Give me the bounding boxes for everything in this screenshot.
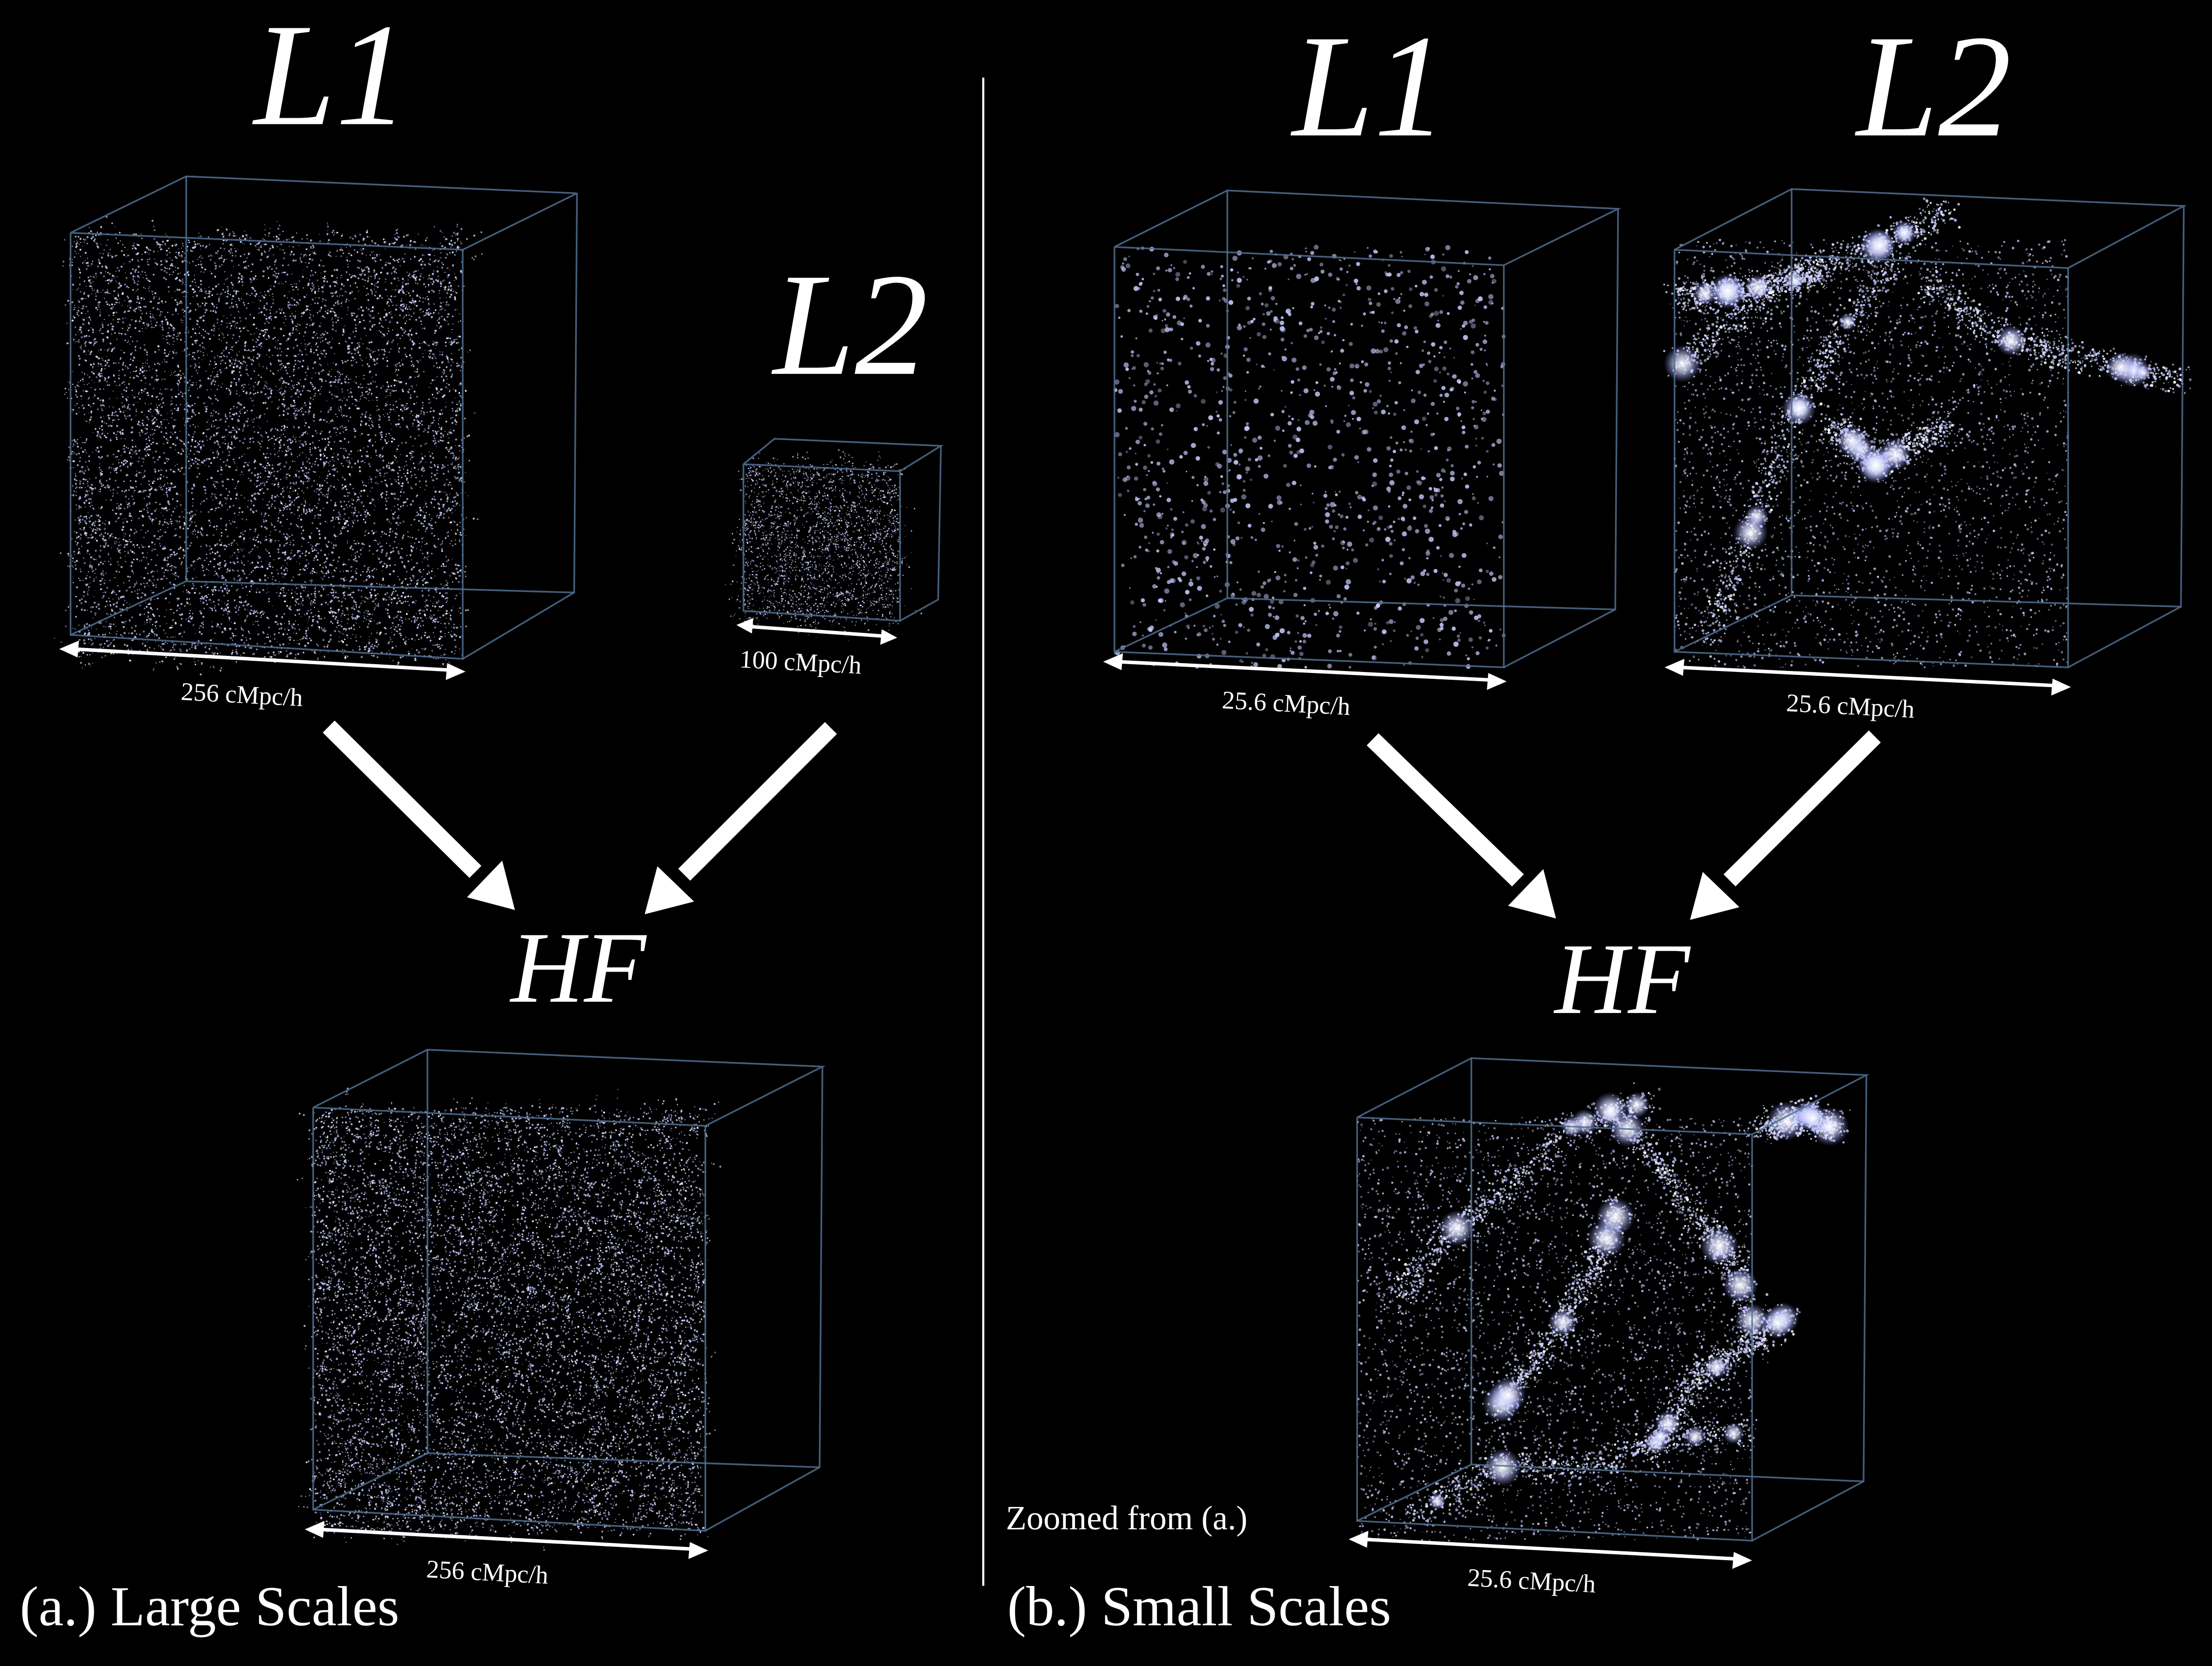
panel-a-hf-cube [297, 1050, 822, 1551]
panel-b-hf-scale-arrow [1349, 1531, 1752, 1569]
panel-a-l1-to-hf-arrow [329, 727, 515, 910]
panel-b-zoom-note: Zoomed from (a.) [1006, 1500, 1247, 1537]
panel-a-hf-scale-arrow [304, 1521, 708, 1559]
panel-b-caption: (b.) Small Scales [1007, 1576, 1391, 1638]
panel-b-hf-cube [1356, 1058, 1866, 1542]
panel-a-l2-cube [725, 439, 941, 641]
panel-a-l1-cube [54, 176, 577, 675]
panel-a-l2-title: L2 [771, 244, 928, 406]
panel-a-l2-scale-label: 100 cMpc/h [739, 646, 862, 680]
panel-a-caption: (a.) Large Scales [20, 1576, 399, 1638]
panel-a-l1-scale-label: 256 cMpc/h [180, 678, 304, 712]
panel-b: L1 L2 HF 25.6 cMpc/h [1006, 5, 2192, 1638]
panel-b-l1-to-hf-arrow [1373, 739, 1556, 918]
panel-a: L1 L2 HF 256 cMpc/h 100 cMpc/h [20, 0, 941, 1638]
panel-a-l2-to-hf-arrow [645, 728, 831, 914]
panel-a-l1-title: L1 [252, 0, 409, 156]
panel-b-l2-title: L2 [1854, 5, 2011, 168]
panel-b-hf-title: HF [1553, 923, 1691, 1036]
panel-b-l2-scale-label: 25.6 cMpc/h [1786, 689, 1915, 724]
panel-a-hf-scale-label: 256 cMpc/h [426, 1555, 549, 1589]
panel-a-hf-title: HF [509, 912, 647, 1024]
panel-b-l1-scale-label: 25.6 cMpc/h [1221, 686, 1351, 721]
panel-b-l1-title: L1 [1290, 5, 1447, 168]
panel-b-l2-cube [1663, 189, 2192, 669]
panel-b-l2-to-hf-arrow [1690, 736, 1875, 920]
panel-a-l2-scale-arrow [736, 618, 897, 645]
panel-b-l1-cube [1114, 190, 1618, 669]
panel-b-hf-scale-label: 25.6 cMpc/h [1467, 1564, 1597, 1599]
